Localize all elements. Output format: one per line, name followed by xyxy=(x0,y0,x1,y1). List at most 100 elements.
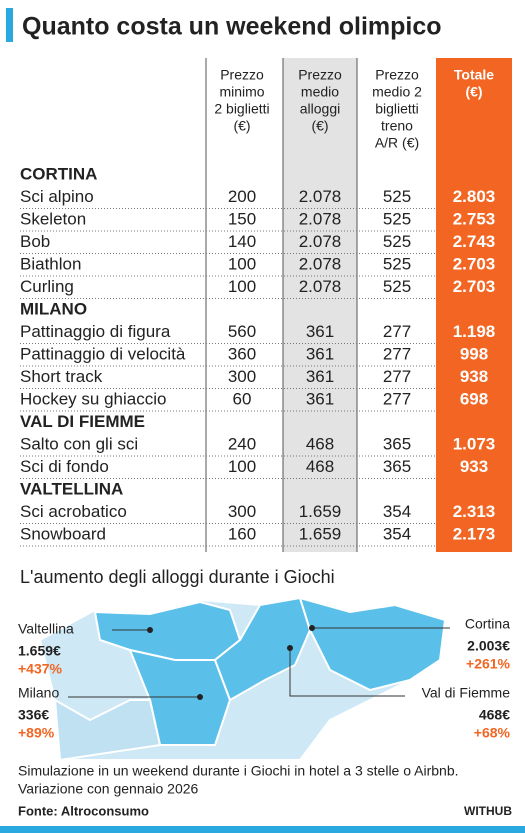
cell: 361 xyxy=(306,322,334,341)
region-name: Milano xyxy=(18,685,59,701)
cell: 277 xyxy=(383,322,411,341)
row-label: Skeleton xyxy=(20,209,86,228)
cell: 361 xyxy=(306,389,334,408)
region-name: Valtellina xyxy=(18,621,74,637)
cell: 1.198 xyxy=(453,322,496,341)
cell: 2.753 xyxy=(453,209,496,228)
column-header: treno xyxy=(381,118,413,134)
cell: 300 xyxy=(228,502,256,521)
region-change: +261% xyxy=(466,656,511,672)
column-header: minimo xyxy=(219,84,264,100)
cell: 525 xyxy=(383,232,411,251)
cell: 354 xyxy=(383,524,411,543)
cell: 2.078 xyxy=(299,209,342,228)
cell: 2.703 xyxy=(453,254,496,273)
column-header: A/R (€) xyxy=(375,135,419,151)
cell: 100 xyxy=(228,457,256,476)
column-header: Prezzo xyxy=(220,67,264,83)
column-highlight xyxy=(283,58,357,552)
region-name: Val di Fiemme xyxy=(422,685,511,701)
cell: 100 xyxy=(228,277,256,296)
column-header: Prezzo xyxy=(298,67,342,83)
column-header: 2 biglietti xyxy=(214,101,269,117)
cell: 2.313 xyxy=(453,502,496,521)
cell: 361 xyxy=(306,344,334,363)
total-column xyxy=(436,58,512,552)
group-header: VALTELLINA xyxy=(20,479,123,498)
region-change: +89% xyxy=(18,725,55,741)
map-title: L'aumento degli alloggi durante i Giochi xyxy=(20,567,335,587)
region-name: Cortina xyxy=(465,616,510,632)
cell: 560 xyxy=(228,322,256,341)
cell: 938 xyxy=(460,367,488,386)
cell: 140 xyxy=(228,232,256,251)
group-header: VAL DI FIEMME xyxy=(20,412,145,431)
row-label: Bob xyxy=(20,232,50,251)
cell: 525 xyxy=(383,209,411,228)
region-price: 1.659€ xyxy=(18,643,61,659)
column-header: (€) xyxy=(311,118,328,134)
row-label: Short track xyxy=(20,367,103,386)
cell: 698 xyxy=(460,389,488,408)
cell: 468 xyxy=(306,457,334,476)
column-header: Totale xyxy=(454,67,494,83)
cell: 300 xyxy=(228,367,256,386)
column-header: medio xyxy=(301,84,339,100)
cell: 1.659 xyxy=(299,524,342,543)
cell: 361 xyxy=(306,367,334,386)
region-price: 336€ xyxy=(18,707,49,723)
cell: 160 xyxy=(228,524,256,543)
region-price: 468€ xyxy=(479,707,510,723)
cell: 60 xyxy=(233,389,252,408)
footnote: Simulazione in un weekend durante i Gioc… xyxy=(18,763,459,779)
cell: 468 xyxy=(306,434,334,453)
region-change: +68% xyxy=(474,725,511,741)
row-label: Pattinaggio di figura xyxy=(20,322,171,341)
title: Quanto costa un weekend olimpico xyxy=(22,13,442,41)
source: Fonte: Altroconsumo xyxy=(18,803,149,818)
cell: 2.078 xyxy=(299,254,342,273)
column-header: biglietti xyxy=(375,101,419,117)
cell: 525 xyxy=(383,187,411,206)
row-label: Snowboard xyxy=(20,524,106,543)
cell: 100 xyxy=(228,254,256,273)
column-header: (€) xyxy=(465,84,482,100)
cell: 2.173 xyxy=(453,524,496,543)
row-label: Curling xyxy=(20,277,74,296)
row-label: Sci di fondo xyxy=(20,457,109,476)
cell: 2.803 xyxy=(453,187,496,206)
group-header: MILANO xyxy=(20,299,87,318)
column-header: alloggi xyxy=(300,101,340,117)
column-header: (€) xyxy=(233,118,250,134)
region-change: +437% xyxy=(18,661,63,677)
cell: 1.073 xyxy=(453,434,496,453)
cell: 2.078 xyxy=(299,232,342,251)
map xyxy=(38,596,450,762)
cell: 277 xyxy=(383,367,411,386)
row-label: Sci alpino xyxy=(20,187,94,206)
cell: 365 xyxy=(383,434,411,453)
row-label: Pattinaggio di velocità xyxy=(20,344,186,363)
cell: 150 xyxy=(228,209,256,228)
column-header: medio 2 xyxy=(372,84,422,100)
cell: 360 xyxy=(228,344,256,363)
title-accent xyxy=(6,8,13,42)
bottom-bar xyxy=(0,826,525,833)
cell: 998 xyxy=(460,344,488,363)
cell: 240 xyxy=(228,434,256,453)
row-label: Salto con gli sci xyxy=(20,434,138,453)
cell: 277 xyxy=(383,389,411,408)
cell: 525 xyxy=(383,277,411,296)
group-header: CORTINA xyxy=(20,164,97,183)
cell: 277 xyxy=(383,344,411,363)
row-label: Sci acrobatico xyxy=(20,502,127,521)
cell: 200 xyxy=(228,187,256,206)
column-header: Prezzo xyxy=(375,67,419,83)
row-label: Biathlon xyxy=(20,254,81,273)
cell: 2.078 xyxy=(299,187,342,206)
cell: 2.703 xyxy=(453,277,496,296)
brand: WITHUB xyxy=(464,804,512,818)
row-label: Hockey su ghiaccio xyxy=(20,389,166,408)
region-price: 2.003€ xyxy=(467,638,510,654)
